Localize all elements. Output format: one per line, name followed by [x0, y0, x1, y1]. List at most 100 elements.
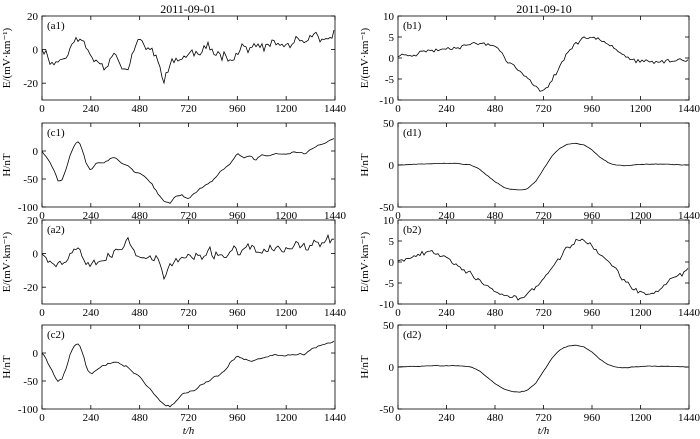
- x-tick-label-a2-4: 960: [229, 307, 246, 319]
- y-tick-label-b2-3: 5: [389, 236, 395, 248]
- y-tick-label-b2-0: -10: [379, 299, 394, 311]
- panel-a1: 0 240 480 720 960 1200 1440 -20 0 20 (a1) E/(mV·km⁻…: [1, 11, 347, 115]
- x-tick-label-d2-2: 480: [487, 412, 504, 424]
- x-tick-label-b1-6: 1440: [678, 103, 700, 115]
- y-tick-label-a2-0: -20: [23, 282, 38, 294]
- y-tick-label-c2-1: -50: [23, 376, 38, 388]
- x-tick-label-c1-5: 1200: [275, 210, 298, 222]
- x-tick-label-c1-4: 960: [229, 210, 246, 222]
- x-tick-label-d1-5: 1200: [630, 210, 653, 222]
- x-tick-label-c2-6: 1440: [324, 412, 347, 424]
- x-tick-label-a1-0: 0: [39, 103, 45, 115]
- panel-label-d1: (d1): [403, 127, 422, 139]
- x-tick-label-c1-3: 720: [180, 210, 197, 222]
- panel-label-a2: (a2): [47, 224, 65, 236]
- x-tick-label-b2-4: 960: [584, 307, 601, 319]
- axes-frame-d2: [397, 324, 690, 410]
- x-tick-label-a1-4: 960: [229, 103, 246, 115]
- series-line-c2: [42, 340, 335, 408]
- x-tick-label-a2-6: 1440: [324, 307, 347, 319]
- y-tick-label-a1-0: -20: [23, 78, 38, 90]
- y-tick-label-b1-4: 10: [383, 11, 395, 23]
- y-tick-label-b1-3: 5: [389, 32, 395, 44]
- y-tick-label-b1-0: -10: [379, 95, 394, 107]
- series-line-d2: [398, 344, 689, 393]
- x-tick-label-b1-3: 720: [535, 103, 552, 115]
- series-line-b1: [398, 36, 689, 92]
- x-tick-label-d1-4: 960: [584, 210, 601, 222]
- x-tick-label-a1-3: 720: [180, 103, 197, 115]
- panel-label-b2: (b2): [403, 224, 422, 236]
- x-tick-label-c1-2: 480: [131, 210, 148, 222]
- y-tick-label-c1-2: 0: [33, 146, 39, 158]
- y-axis-label-d1: H/nT: [359, 153, 371, 177]
- x-tick-label-a1-1: 240: [83, 103, 100, 115]
- x-axis-label-c2: t/h: [183, 425, 195, 437]
- y-axis-label-c1: H/nT: [1, 153, 13, 177]
- panel-label-c1: (c1): [47, 127, 65, 139]
- panel-b1: 0 240 480 720 960 1200 1440 -10 -5 0 5 10 (b1) E/(mV·…: [359, 11, 700, 115]
- x-tick-label-c2-1: 240: [83, 412, 100, 424]
- panel-label-a1: (a1): [47, 20, 65, 32]
- y-tick-label-d1-1: 0: [389, 160, 395, 172]
- x-tick-label-b2-3: 720: [535, 307, 552, 319]
- panel-label-d2: (d2): [403, 329, 422, 341]
- x-tick-label-a1-5: 1200: [275, 103, 298, 115]
- x-tick-label-d1-1: 240: [438, 210, 455, 222]
- y-axis-label-a2: E/(mV·km⁻¹): [1, 231, 13, 292]
- x-tick-label-b2-6: 1440: [678, 307, 700, 319]
- x-tick-label-c2-5: 1200: [275, 412, 298, 424]
- y-tick-label-d1-0: -50: [379, 202, 394, 214]
- series-line-a2: [42, 233, 334, 281]
- y-tick-label-b2-2: 0: [389, 257, 395, 269]
- y-axis-label-b2: E/(mV·km⁻¹): [359, 231, 371, 292]
- x-tick-label-c1-6: 1440: [324, 210, 347, 222]
- y-tick-label-b1-1: -5: [385, 74, 395, 86]
- x-tick-label-d1-2: 480: [487, 210, 504, 222]
- x-tick-label-d1-0: 0: [395, 210, 401, 222]
- y-tick-label-b1-2: 0: [389, 53, 395, 65]
- x-tick-label-d2-1: 240: [438, 412, 455, 424]
- x-tick-label-b1-4: 960: [584, 103, 601, 115]
- series-line-c1: [42, 138, 335, 204]
- y-tick-label-a1-2: 20: [27, 11, 39, 23]
- y-tick-label-d2-0: -50: [379, 404, 394, 416]
- y-tick-label-d1-2: 50: [383, 118, 395, 130]
- x-tick-label-d1-3: 720: [535, 210, 552, 222]
- y-tick-label-b2-4: 10: [383, 215, 395, 227]
- x-tick-label-c2-3: 720: [180, 412, 197, 424]
- x-tick-label-d2-3: 720: [535, 412, 552, 424]
- x-tick-label-b1-5: 1200: [630, 103, 653, 115]
- x-tick-label-a2-3: 720: [180, 307, 197, 319]
- x-tick-label-b1-1: 240: [438, 103, 455, 115]
- y-tick-label-d2-2: 50: [383, 320, 395, 332]
- x-tick-label-b2-2: 480: [487, 307, 504, 319]
- x-tick-label-b2-5: 1200: [630, 307, 653, 319]
- panels: 0 240 480 720 960 1200 1440 -20 0 20 (a1) E/(mV·km⁻…: [1, 11, 700, 437]
- panel-label-c2: (c2): [47, 329, 65, 341]
- panel-c2: 0 240 480 720 960 1200 1440 -100 -50 0 (c2) H/nT t/h: [1, 324, 347, 437]
- y-tick-label-a2-1: 0: [33, 249, 39, 261]
- x-tick-label-c1-1: 240: [83, 210, 100, 222]
- x-tick-label-b2-1: 240: [438, 307, 455, 319]
- x-tick-label-d1-6: 1440: [678, 210, 700, 222]
- axes-frame-a1: [41, 15, 336, 101]
- x-tick-label-c2-0: 0: [39, 412, 45, 424]
- x-tick-label-d2-5: 1200: [630, 412, 653, 424]
- y-tick-label-c2-0: -100: [18, 404, 39, 416]
- axes-frame-b1: [397, 15, 690, 101]
- y-tick-label-c2-2: 0: [33, 348, 39, 360]
- x-tick-label-c1-0: 0: [39, 210, 45, 222]
- x-tick-label-d2-4: 960: [584, 412, 601, 424]
- axes-frame-c1: [41, 122, 336, 208]
- series-line-d1: [398, 142, 689, 191]
- y-tick-label-c1-0: -100: [18, 202, 39, 214]
- x-tick-label-a1-2: 480: [131, 103, 148, 115]
- axes-frame-c2: [41, 324, 336, 410]
- x-tick-label-a2-1: 240: [83, 307, 100, 319]
- axes-frame-a2: [41, 219, 336, 305]
- column-title-left: 2011-09-01: [160, 2, 216, 16]
- series-line-a1: [42, 29, 335, 85]
- x-tick-label-b1-0: 0: [395, 103, 401, 115]
